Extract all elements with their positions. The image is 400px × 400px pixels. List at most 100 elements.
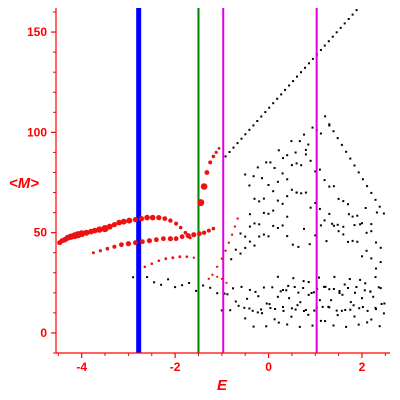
black-point [353, 224, 356, 227]
red-point [220, 257, 223, 260]
black-point [318, 299, 321, 302]
black-point [262, 211, 265, 214]
black-point [353, 315, 356, 318]
black-point [216, 292, 219, 295]
black-point [363, 289, 366, 292]
black-point [323, 44, 326, 47]
red-point [216, 265, 219, 268]
red-point [168, 218, 173, 223]
black-point [248, 307, 251, 310]
black-point [378, 325, 381, 328]
black-point [269, 161, 272, 164]
red-point [92, 227, 98, 234]
black-point [379, 287, 382, 290]
black-point [336, 137, 339, 140]
black-point [260, 115, 263, 118]
red-point [211, 226, 216, 231]
red-point [197, 231, 202, 237]
black-point [248, 184, 251, 187]
red-point [161, 236, 166, 242]
red-point [143, 265, 147, 269]
black-point [248, 213, 251, 216]
black-point [307, 293, 310, 296]
black-point [286, 235, 289, 238]
y-tick-label: 0 [40, 326, 47, 340]
red-point [236, 217, 239, 220]
black-point [361, 297, 363, 300]
red-point [140, 239, 145, 245]
black-point [279, 290, 282, 293]
black-point [383, 302, 386, 305]
red-point [167, 236, 173, 242]
black-point [244, 235, 247, 238]
red-point [98, 249, 102, 253]
black-point [220, 309, 223, 312]
black-point [328, 185, 331, 188]
black-point [311, 324, 314, 327]
red-point [132, 217, 138, 223]
x-axis-title: E [217, 377, 228, 394]
black-point [377, 286, 380, 289]
black-point [328, 123, 331, 126]
red-point [179, 234, 185, 240]
black-point [237, 304, 240, 307]
red-point [185, 233, 191, 239]
black-point [332, 185, 335, 188]
black-point [160, 283, 163, 286]
black-point [351, 13, 354, 16]
black-point [253, 197, 256, 200]
black-point [256, 166, 259, 169]
black-point [265, 325, 268, 328]
black-point [324, 320, 327, 323]
vertical-lines-layer [136, 8, 318, 353]
black-point [271, 286, 274, 289]
black-point [303, 310, 305, 312]
black-point [296, 304, 299, 307]
black-point [240, 285, 243, 288]
black-point [181, 284, 184, 287]
black-point [267, 212, 270, 215]
black-point [300, 164, 303, 167]
black-point [304, 148, 307, 151]
black-point [365, 249, 368, 252]
black-point [251, 309, 254, 312]
black-point [236, 142, 239, 145]
red-point [106, 223, 113, 230]
black-point [359, 223, 362, 226]
black-point [345, 325, 348, 328]
black-point [277, 321, 280, 324]
black-point [307, 143, 310, 146]
black-point [351, 239, 354, 242]
black-point [267, 235, 270, 238]
black-point [153, 281, 156, 284]
black-point [282, 306, 284, 308]
black-point [379, 261, 382, 264]
black-point [355, 286, 358, 288]
black-point [358, 307, 361, 310]
black-point [272, 190, 275, 193]
y-tick-label: 50 [34, 226, 48, 240]
black-point [302, 280, 305, 283]
black-point [290, 164, 293, 167]
black-point [246, 297, 249, 300]
red-point [224, 249, 227, 252]
black-point [370, 191, 373, 194]
black-point [349, 301, 352, 304]
black-point [318, 207, 321, 210]
black-point [252, 325, 255, 328]
black-point [265, 161, 268, 164]
black-point [328, 306, 331, 309]
black-point [343, 22, 346, 25]
y-tick-label: 150 [27, 25, 47, 39]
red-point [111, 222, 117, 228]
black-point [268, 106, 271, 109]
y-axis-title: <M> [9, 175, 39, 192]
black-point [269, 307, 272, 309]
red-point [138, 216, 145, 222]
black-point [304, 309, 307, 311]
black-point [304, 191, 307, 194]
black-point [202, 284, 205, 287]
black-point [349, 157, 352, 160]
black-point [347, 287, 349, 289]
black-point [331, 222, 334, 225]
